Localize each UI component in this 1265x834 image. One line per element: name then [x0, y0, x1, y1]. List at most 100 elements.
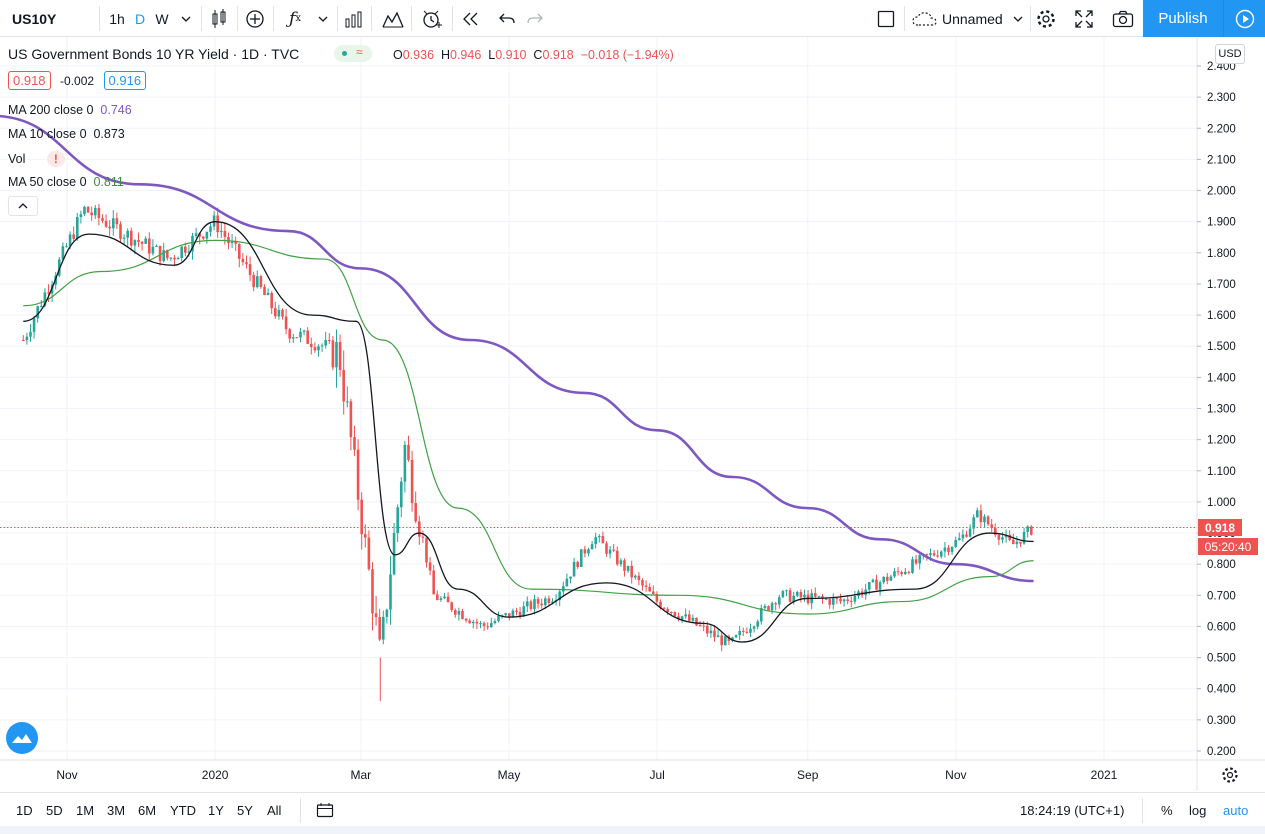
candles-icon[interactable]: [206, 0, 232, 37]
candle-body: [709, 630, 713, 634]
interval-1h-button[interactable]: 1h: [106, 0, 128, 37]
candle-body: [594, 537, 597, 545]
range-all-button[interactable]: All: [267, 802, 282, 818]
percent-scale-button[interactable]: %: [1161, 802, 1173, 818]
divider: [237, 6, 238, 31]
candle-body: [252, 274, 255, 288]
currency-badge[interactable]: USD: [1215, 44, 1245, 64]
indicators-dropdown-icon[interactable]: [314, 0, 332, 37]
vol-warning-icon[interactable]: !: [46, 151, 65, 167]
candle-body: [151, 246, 155, 254]
candle-body: [155, 245, 158, 247]
candle-body: [871, 579, 875, 583]
price-tick-label: 1.600: [1207, 310, 1236, 322]
candle-body: [1001, 537, 1004, 540]
price-tick-label: 0.500: [1207, 653, 1236, 665]
divider: [904, 6, 905, 31]
candle-body: [381, 616, 385, 640]
layout-name-button[interactable]: Unnamed: [912, 0, 1028, 37]
range-ytd-button[interactable]: YTD: [170, 802, 196, 818]
candle-body: [551, 601, 554, 604]
redo-icon[interactable]: [524, 0, 546, 37]
divider: [273, 6, 274, 31]
log-scale-button[interactable]: log: [1189, 802, 1207, 818]
range-3m-button[interactable]: 3M: [107, 802, 126, 818]
interval-label: 1h: [109, 10, 125, 27]
undo-icon[interactable]: [496, 0, 518, 37]
indicator-vol[interactable]: Vol !: [8, 151, 65, 167]
candle-body: [450, 602, 453, 611]
interval-label: D: [134, 10, 146, 27]
price-axis[interactable]: 2.400 2.300 2.200 2.100 2.000 1.900 1.800 1.700…: [1196, 37, 1236, 791]
fullscreen-square-icon[interactable]: [874, 0, 898, 37]
range-5y-button[interactable]: 5Y: [237, 802, 253, 818]
add-compare-icon[interactable]: [242, 0, 268, 37]
price-tick-label: 1.000: [1207, 497, 1236, 509]
price-tick-label: 1.100: [1207, 466, 1236, 478]
candle-body: [306, 330, 309, 344]
candle-body: [331, 340, 335, 368]
indicator-ma10[interactable]: MA 10 close 0 0.873: [8, 127, 125, 141]
axis-settings-icon[interactable]: [1221, 766, 1241, 786]
publish-button[interactable]: Publish: [1143, 0, 1223, 37]
indicator-ma200[interactable]: MA 200 close 0 0.746: [8, 103, 132, 117]
interval-w-button[interactable]: W: [152, 0, 172, 37]
candle-body: [75, 216, 79, 239]
candle-body: [255, 276, 259, 288]
range-1m-button[interactable]: 1M: [76, 802, 95, 818]
candle-body: [83, 206, 86, 215]
candle-body: [957, 538, 961, 541]
candle-body: [446, 596, 450, 603]
goto-date-icon[interactable]: [316, 793, 334, 827]
settings-icon[interactable]: [1034, 0, 1058, 37]
alert-icon[interactable]: [418, 0, 446, 37]
candle-body: [695, 617, 698, 626]
candle-body: [561, 586, 565, 592]
range-1d-button[interactable]: 1D: [16, 802, 33, 818]
publish-play-button[interactable]: [1223, 0, 1265, 37]
collapse-legend-button[interactable]: [8, 196, 38, 216]
candle-body: [965, 534, 968, 537]
candle-body: [839, 598, 842, 602]
templates-icon[interactable]: [380, 0, 406, 37]
candle-body: [248, 264, 252, 275]
candle-body: [749, 628, 752, 633]
fullscreen-icon[interactable]: [1072, 0, 1096, 37]
candle-body: [288, 329, 291, 339]
interval-d-button[interactable]: D: [130, 0, 150, 37]
price-tick-label: 2.000: [1207, 186, 1236, 198]
range-1y-button[interactable]: 1Y: [208, 802, 224, 818]
candle-body: [713, 630, 716, 638]
auto-scale-button[interactable]: auto: [1223, 802, 1249, 818]
time-axis[interactable]: Nov 2020 Mar May Jul Sep Nov 2021: [0, 759, 1265, 782]
replay-icon[interactable]: [458, 0, 484, 37]
price-tick-label: 1.200: [1207, 435, 1236, 447]
candle-body: [900, 572, 903, 575]
interval-dropdown-icon[interactable]: [176, 0, 196, 37]
price-tick-label: 2.300: [1207, 92, 1236, 104]
candle-body: [925, 554, 929, 556]
candle-body: [759, 608, 763, 622]
range-5d-button[interactable]: 5D: [46, 802, 63, 818]
candle-body: [781, 591, 785, 598]
tradingview-logo[interactable]: [6, 722, 38, 754]
candle-body: [893, 571, 896, 577]
candle-body: [680, 616, 684, 620]
camera-icon[interactable]: [1110, 0, 1136, 37]
candle-body: [763, 606, 767, 609]
candle-body: [831, 598, 835, 605]
candle-body: [651, 591, 655, 594]
symbol-search-button[interactable]: US10Y: [4, 0, 94, 37]
range-6m-button[interactable]: 6M: [138, 802, 157, 818]
candle-body: [464, 618, 468, 621]
timezone-button[interactable]: 18:24:19 (UTC+1): [1020, 793, 1124, 827]
chart-type-icon[interactable]: [342, 0, 366, 37]
series-title[interactable]: US Government Bonds 10 YR Yield · 1D · T…: [8, 46, 299, 62]
candle-body: [417, 521, 421, 537]
interval-label: W: [155, 10, 169, 27]
candle-body: [511, 610, 515, 618]
price-chart[interactable]: 2.400 2.300 2.200 2.100 2.000 1.900 1.800 1.700…: [0, 37, 1265, 791]
indicator-ma50[interactable]: MA 50 close 0 0.811: [8, 175, 124, 189]
candle-body: [1008, 534, 1011, 540]
